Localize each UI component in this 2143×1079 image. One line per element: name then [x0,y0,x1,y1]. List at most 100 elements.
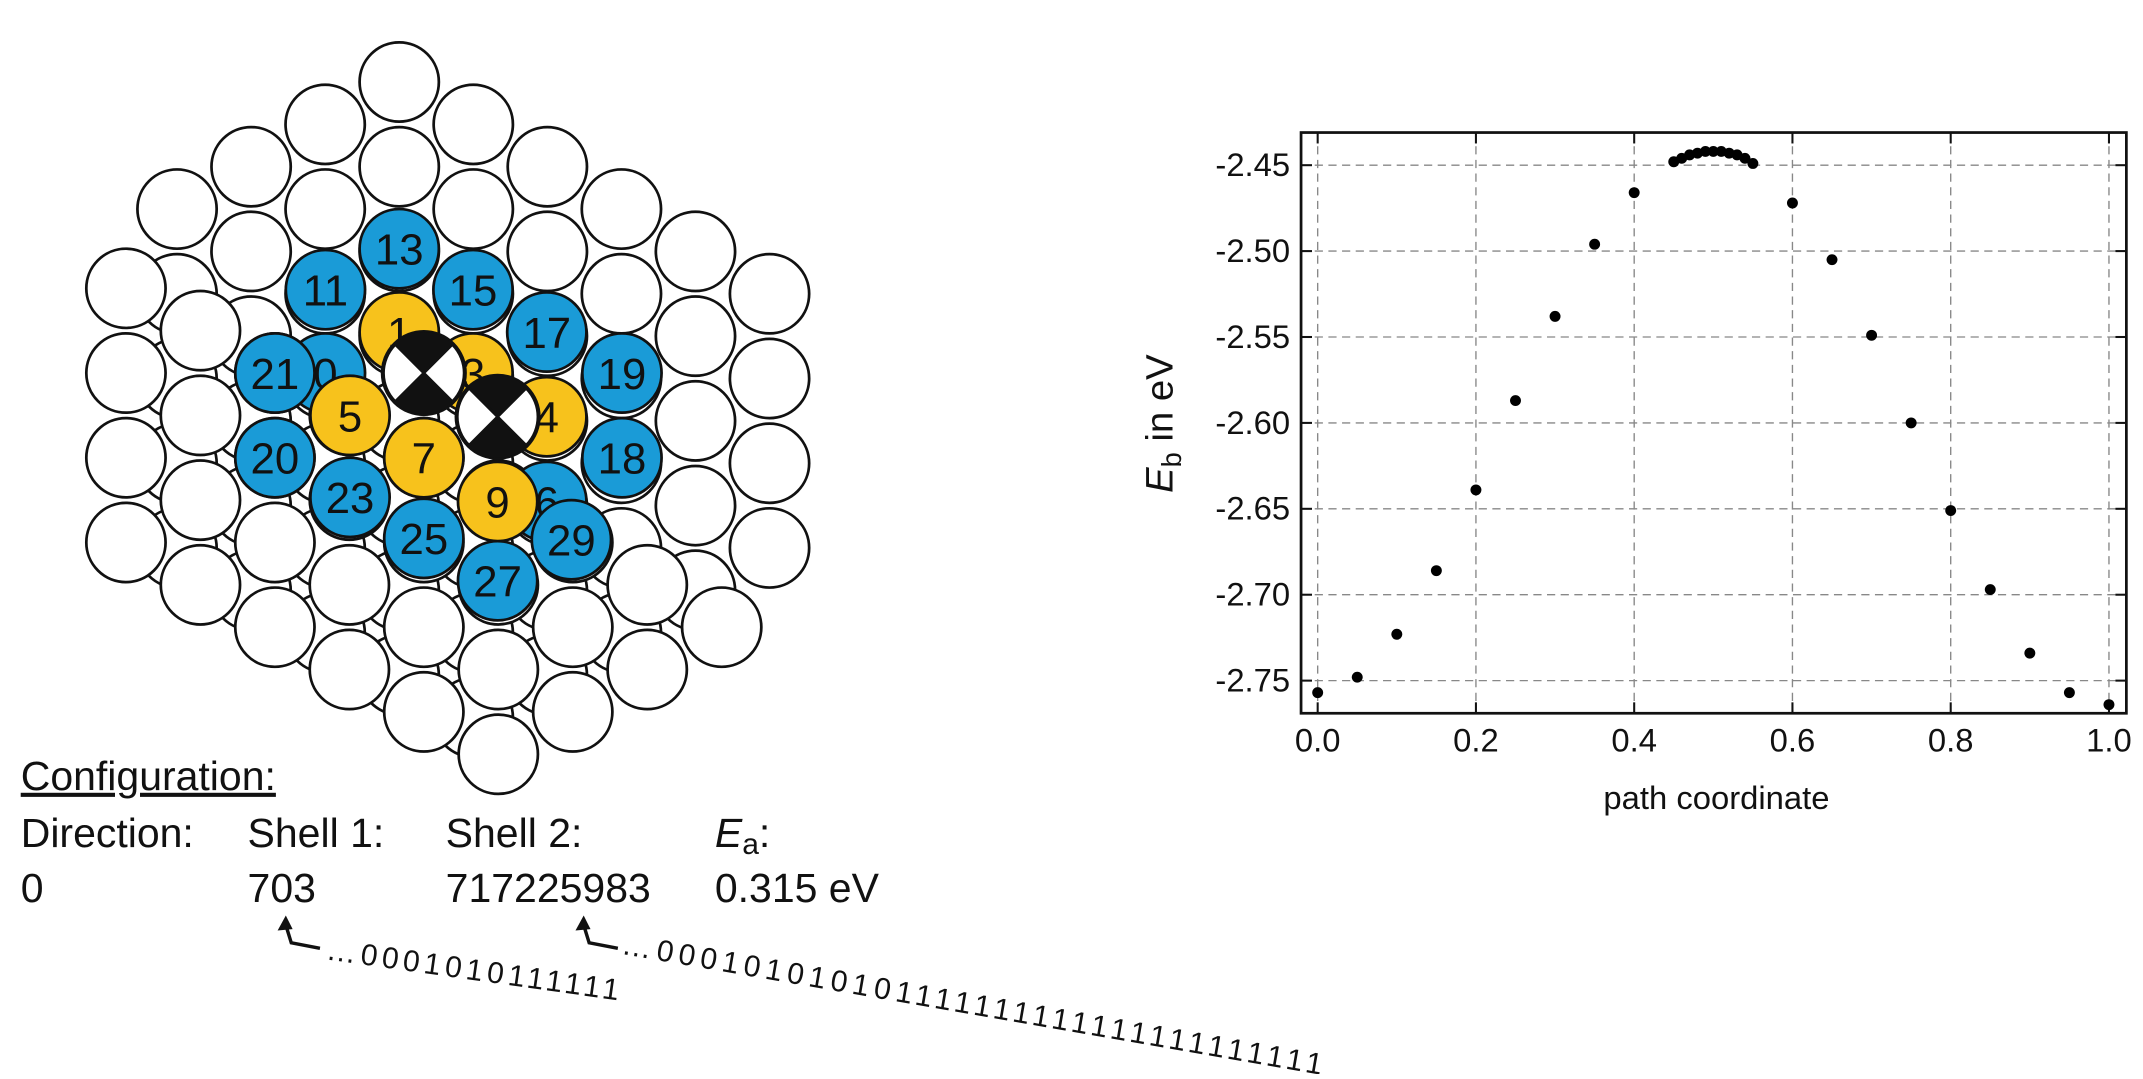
suffix: : [759,810,770,856]
marker-wedge [468,375,527,458]
atom [159,289,242,372]
atom [159,543,242,626]
atom [210,125,293,208]
site [530,498,613,581]
x-tick-label: 0.2 [1453,722,1499,759]
config-value: 0.315 eV [715,865,880,911]
point [1699,145,1711,157]
site [233,332,316,415]
config-value: 0 [21,865,44,911]
site [580,416,663,499]
site [284,248,367,331]
y-tick-label: -2.75 [1215,662,1290,699]
y-tick-label: -2.60 [1215,404,1290,441]
atom [84,501,167,584]
site-label: 21 [251,350,300,399]
marker-cross [393,343,454,403]
configuration: Configuration: Direction: Shell 1: Shell… [21,753,1325,1079]
subscript: a [742,828,759,861]
atom [358,40,441,123]
atom [680,586,763,669]
atom [136,168,219,251]
atom [233,501,316,584]
site-label: 27 [473,558,522,607]
arrow [284,924,321,950]
atom [728,422,811,505]
arrowhead [277,915,293,931]
config-header: Shell 1: [248,810,385,856]
config-header: Shell 2: [446,810,583,856]
atom [159,459,242,542]
point [1984,584,1996,596]
config-value: 717225983 [446,865,651,911]
x-tick-label: 1.0 [2086,722,2132,759]
arrowhead [575,915,591,931]
point [1470,484,1482,496]
atom [284,83,367,166]
config-header: Direction: [21,810,194,856]
symbol: E [1139,467,1182,493]
point [1786,197,1798,209]
site [580,332,663,415]
site [432,248,515,331]
y-tick-label: -2.45 [1215,146,1290,183]
site-label: 19 [598,350,647,399]
subscript: b [1156,452,1187,467]
atom [606,543,689,626]
binary-string: …000101010101111111111111111111111 [619,928,1325,1074]
atom [654,464,737,547]
atom [654,295,737,378]
atom [580,252,663,335]
atom [233,586,316,669]
y-tick-label: -2.50 [1215,232,1290,269]
atom [580,168,663,251]
atom [284,168,367,251]
atom [382,586,465,669]
atom [531,586,614,669]
atom [728,252,811,335]
site-label: 17 [522,309,571,358]
atom [358,125,441,208]
atom [457,628,540,711]
point [1391,628,1403,640]
atom [308,628,391,711]
point [1945,505,1957,516]
site-label: 20 [251,435,300,484]
site [309,374,392,457]
plot-frame [1299,131,2128,715]
atom [728,337,811,420]
point [1510,395,1521,407]
arrow [582,924,619,950]
binary-string: …0001010111111 [324,933,621,1007]
symbol: E [715,810,743,856]
y-tick-label: -2.70 [1215,576,1290,613]
y-tick-label: -2.65 [1215,490,1290,527]
site [382,416,465,499]
site [456,460,539,543]
x-axis-label: path coordinate [1603,779,1829,816]
site [309,456,392,539]
lattice [84,40,811,796]
atom [159,374,242,457]
point [1905,417,1917,429]
point [1351,671,1363,683]
point [1866,329,1878,341]
atom [432,168,515,251]
atom [84,247,167,330]
point [1430,565,1442,577]
point [1628,187,1640,199]
atom [308,543,391,626]
atom [210,210,293,293]
atom [654,210,737,293]
atom [531,670,614,753]
point [2103,699,2115,711]
point [1707,145,1719,157]
point [1312,687,1324,699]
site-label: 9 [485,478,509,527]
x-tick-label: 0.8 [1928,722,1974,759]
point [1589,238,1601,250]
x-tick-label: 0.4 [1611,722,1657,759]
site-label: 13 [375,226,424,275]
